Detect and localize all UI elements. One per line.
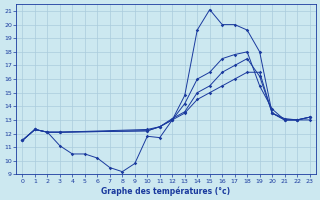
X-axis label: Graphe des températures (°c): Graphe des températures (°c) bbox=[101, 186, 231, 196]
